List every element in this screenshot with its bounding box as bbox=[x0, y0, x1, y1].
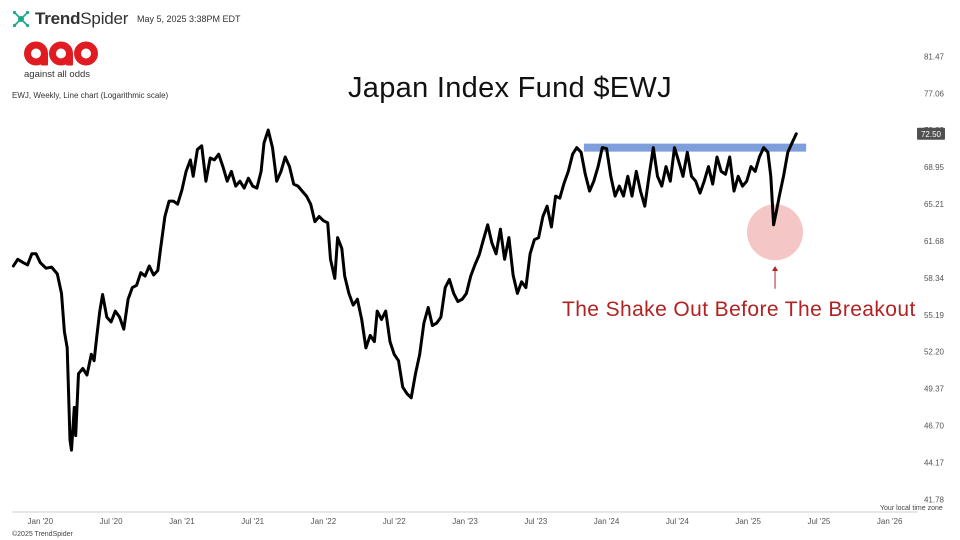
brand-name: TrendSpider bbox=[35, 9, 129, 28]
x-tick-label: Jan '24 bbox=[594, 517, 620, 526]
y-tick-label: 52.20 bbox=[924, 348, 945, 357]
x-tick-label: Jan '23 bbox=[452, 517, 478, 526]
trendspider-logo-icon bbox=[12, 10, 30, 28]
chart-subtitle: EWJ, Weekly, Line chart (Logarithmic sca… bbox=[12, 91, 169, 100]
logo-tagline: against all odds bbox=[24, 69, 91, 80]
y-tick-label: 55.19 bbox=[924, 311, 945, 320]
y-tick-label: 77.06 bbox=[924, 89, 945, 98]
copyright-label: ©2025 TrendSpider bbox=[12, 531, 73, 538]
x-tick-label: Jan '22 bbox=[311, 517, 337, 526]
chart-timestamp: May 5, 2025 3:38PM EDT bbox=[137, 14, 241, 24]
timezone-label: Your local time zone bbox=[880, 505, 943, 512]
chart-axes-layer: 81.4777.0672.8968.9565.2161.6858.3455.19… bbox=[12, 52, 945, 526]
y-tick-label: 61.68 bbox=[924, 237, 945, 246]
x-tick-label: Jul '23 bbox=[524, 517, 547, 526]
x-tick-label: Jul '22 bbox=[383, 517, 406, 526]
x-tick-label: Jan '25 bbox=[735, 517, 761, 526]
chart-annotations-layer bbox=[583, 143, 807, 289]
logo-text: aao bbox=[61, 57, 63, 59]
shakeout-annotation: The Shake Out Before The Breakout bbox=[562, 298, 916, 321]
chart-series-layer bbox=[11, 128, 798, 452]
y-tick-label: 68.95 bbox=[924, 163, 945, 172]
y-tick-label: 49.37 bbox=[924, 385, 945, 394]
y-tick-label: 46.70 bbox=[924, 422, 945, 431]
y-tick-label: 65.21 bbox=[924, 200, 945, 209]
x-tick-label: Jul '25 bbox=[807, 517, 830, 526]
x-tick-label: Jul '20 bbox=[100, 517, 123, 526]
y-tick-label: 44.17 bbox=[924, 459, 945, 468]
y-tick-label: 58.34 bbox=[924, 274, 945, 283]
last-price-label: 72.50 bbox=[921, 130, 942, 139]
x-tick-label: Jan '20 bbox=[28, 517, 54, 526]
y-tick-label: 41.78 bbox=[924, 495, 945, 504]
trendspider-brand: TrendSpider bbox=[12, 9, 128, 29]
x-tick-label: Jul '24 bbox=[666, 517, 689, 526]
x-tick-label: Jan '26 bbox=[877, 517, 903, 526]
against-all-odds-logo: aao bbox=[24, 41, 98, 66]
x-tick-label: Jul '21 bbox=[241, 517, 264, 526]
chart-title: Japan Index Fund $EWJ bbox=[348, 72, 672, 104]
y-tick-label: 81.47 bbox=[924, 52, 945, 61]
x-tick-label: Jan '21 bbox=[169, 517, 195, 526]
shakeout-highlight-circle bbox=[747, 204, 804, 261]
ewj-price-line bbox=[11, 128, 798, 452]
annotation-arrow-head bbox=[772, 265, 779, 271]
last-price-badge bbox=[917, 127, 945, 140]
